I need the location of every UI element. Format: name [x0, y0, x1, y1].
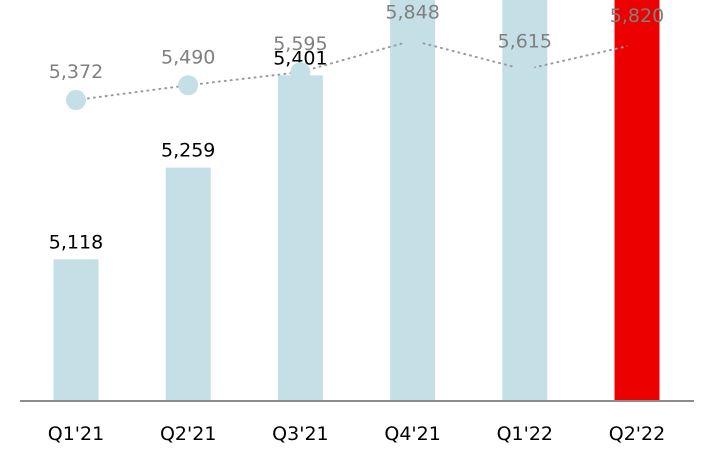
x-tick-label: Q1'21: [48, 423, 104, 445]
bar: [53, 259, 99, 401]
line-value-label: 5,848: [385, 2, 439, 24]
line-point: [627, 34, 647, 54]
x-tick-label: Q4'21: [384, 423, 440, 445]
x-tick-label: Q1'22: [497, 423, 553, 445]
x-tick-label: Q2'22: [609, 423, 665, 445]
line-value-label: 5,595: [273, 33, 327, 55]
x-tick-label: Q2'21: [160, 423, 216, 445]
bar: [390, 0, 436, 401]
line-point: [290, 62, 311, 83]
line-point: [178, 75, 199, 96]
line-point: [402, 30, 423, 51]
bar: [614, 0, 660, 401]
line-point: [66, 90, 86, 110]
bar: [277, 75, 323, 401]
line-value-label: 5,820: [610, 5, 664, 27]
line-value-label: 5,372: [49, 61, 103, 83]
line-value-label: 5,615: [498, 31, 552, 53]
bar-value-label: 5,401: [273, 47, 327, 69]
bar-value-label: 5,259: [161, 140, 215, 162]
line-value-label: 5,490: [161, 46, 215, 68]
line-layer: 5,372 5,490 5,595 5,848 5,615 5,820: [49, 2, 664, 110]
bar: [165, 167, 211, 401]
bar-value-label: 5,118: [49, 231, 103, 253]
x-tick-label: Q3'21: [272, 423, 328, 445]
line-point: [514, 59, 535, 80]
x-tick-labels: Q1'21 Q2'21 Q3'21 Q4'21 Q1'22 Q2'22: [48, 423, 665, 445]
